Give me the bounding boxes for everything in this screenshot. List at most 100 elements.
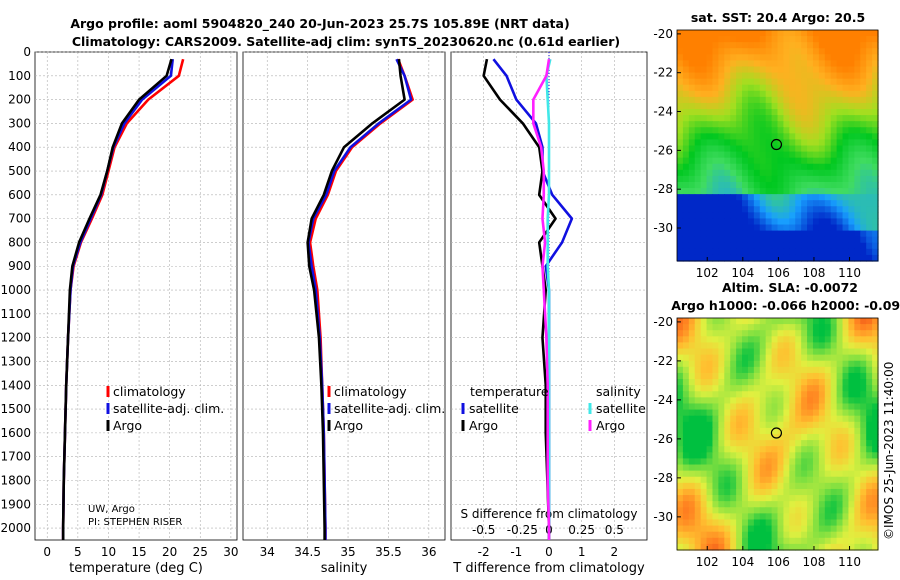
map-cell — [706, 342, 714, 350]
map-cell — [765, 452, 773, 460]
map-cell — [712, 188, 719, 195]
map-cell — [872, 324, 879, 331]
map-cell — [747, 84, 755, 92]
map-cell — [860, 385, 867, 392]
map-cell — [724, 372, 731, 380]
map-cell — [736, 181, 743, 189]
map-cell — [682, 379, 690, 386]
map-cell — [724, 60, 731, 68]
map-cell — [718, 218, 725, 226]
map-cell — [688, 200, 696, 207]
map-cell — [700, 519, 708, 527]
map-cell — [724, 200, 731, 207]
map-cell — [759, 54, 767, 61]
map-cell — [812, 90, 820, 98]
map-cell — [818, 163, 826, 171]
map-cell — [718, 372, 725, 380]
map-cell — [765, 403, 773, 411]
map-cell — [848, 115, 855, 122]
map-cell — [712, 84, 719, 92]
map-cell — [824, 157, 832, 165]
map-cell — [789, 115, 796, 122]
map-cell — [706, 488, 714, 496]
map-cell — [818, 66, 826, 74]
map-cell — [801, 224, 808, 232]
map-cell — [765, 48, 773, 55]
map-cell — [824, 42, 832, 49]
map-cell — [682, 188, 690, 195]
map-cell — [789, 90, 796, 98]
map-cell — [824, 84, 832, 92]
map-cell — [777, 403, 785, 411]
map-cell — [730, 501, 737, 508]
map-cell — [736, 482, 743, 490]
map-cell — [795, 230, 802, 238]
map-cell — [872, 175, 879, 183]
map-cell — [730, 163, 737, 171]
map-cell — [747, 409, 755, 417]
map-cell — [753, 409, 761, 417]
map-cell — [742, 194, 749, 201]
map-cell — [718, 513, 725, 521]
map-cell — [747, 427, 755, 435]
map-cell — [848, 458, 855, 466]
map-cell — [872, 133, 879, 141]
map-cell — [783, 513, 790, 521]
map-y-tick-label: -28 — [653, 182, 673, 196]
map-cell — [854, 212, 861, 220]
map-cell — [694, 458, 702, 466]
map-cell — [771, 421, 779, 429]
map-cell — [824, 379, 832, 386]
map-cell — [801, 501, 808, 508]
map-cell — [830, 336, 838, 344]
map-cell — [753, 458, 761, 466]
map-cell — [694, 127, 702, 134]
map-cell — [783, 36, 790, 43]
map-cell — [747, 96, 755, 104]
map-cell — [818, 206, 826, 213]
map-cell — [812, 495, 820, 502]
map-cell — [765, 194, 773, 201]
legend-label: climatology — [113, 384, 186, 399]
map-cell — [742, 78, 749, 86]
map-cell — [700, 415, 708, 423]
map-cell — [700, 169, 708, 177]
map-cell — [783, 488, 790, 496]
map-cell — [818, 531, 826, 539]
map-cell — [872, 66, 879, 74]
map-cell — [730, 242, 737, 250]
map-cell — [759, 324, 767, 331]
map-cell — [795, 409, 802, 417]
map-cell — [824, 507, 832, 514]
map-cell — [694, 415, 702, 423]
map-cell — [771, 372, 779, 380]
map-cell — [842, 513, 850, 521]
map-cell — [801, 525, 808, 533]
map-cell — [807, 102, 814, 110]
map-cell — [700, 194, 708, 201]
map-cell — [872, 212, 879, 220]
map-cell — [712, 163, 719, 171]
map-cell — [682, 501, 690, 508]
map-cell — [854, 242, 861, 250]
map-cell — [706, 224, 714, 232]
map-cell — [712, 109, 719, 116]
map-cell — [818, 127, 826, 134]
map-cell — [706, 519, 714, 527]
map-cell — [742, 48, 749, 55]
map-cell — [807, 200, 814, 207]
map-cell — [795, 90, 802, 98]
map-cell — [706, 470, 714, 478]
map-cell — [830, 224, 838, 232]
map-cell — [818, 415, 826, 423]
map-cell — [771, 133, 779, 141]
map-cell — [777, 157, 785, 165]
map-cell — [812, 72, 820, 80]
map-cell — [712, 224, 719, 232]
map-cell — [759, 102, 767, 110]
map-cell — [688, 169, 696, 177]
map-cell — [724, 507, 731, 514]
map-cell — [694, 354, 702, 362]
map-cell — [789, 482, 796, 490]
map-cell — [812, 446, 820, 453]
